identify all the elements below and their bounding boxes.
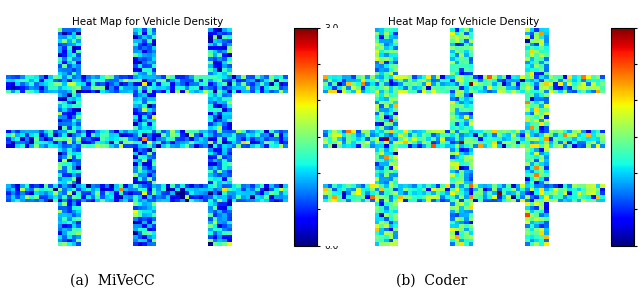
Title: Heat Map for Vehicle Density: Heat Map for Vehicle Density	[388, 17, 540, 27]
Text: (b)  Coder: (b) Coder	[396, 273, 468, 287]
Text: (a)  MiVeCC: (a) MiVeCC	[70, 273, 154, 287]
Title: Heat Map for Vehicle Density: Heat Map for Vehicle Density	[72, 17, 223, 27]
